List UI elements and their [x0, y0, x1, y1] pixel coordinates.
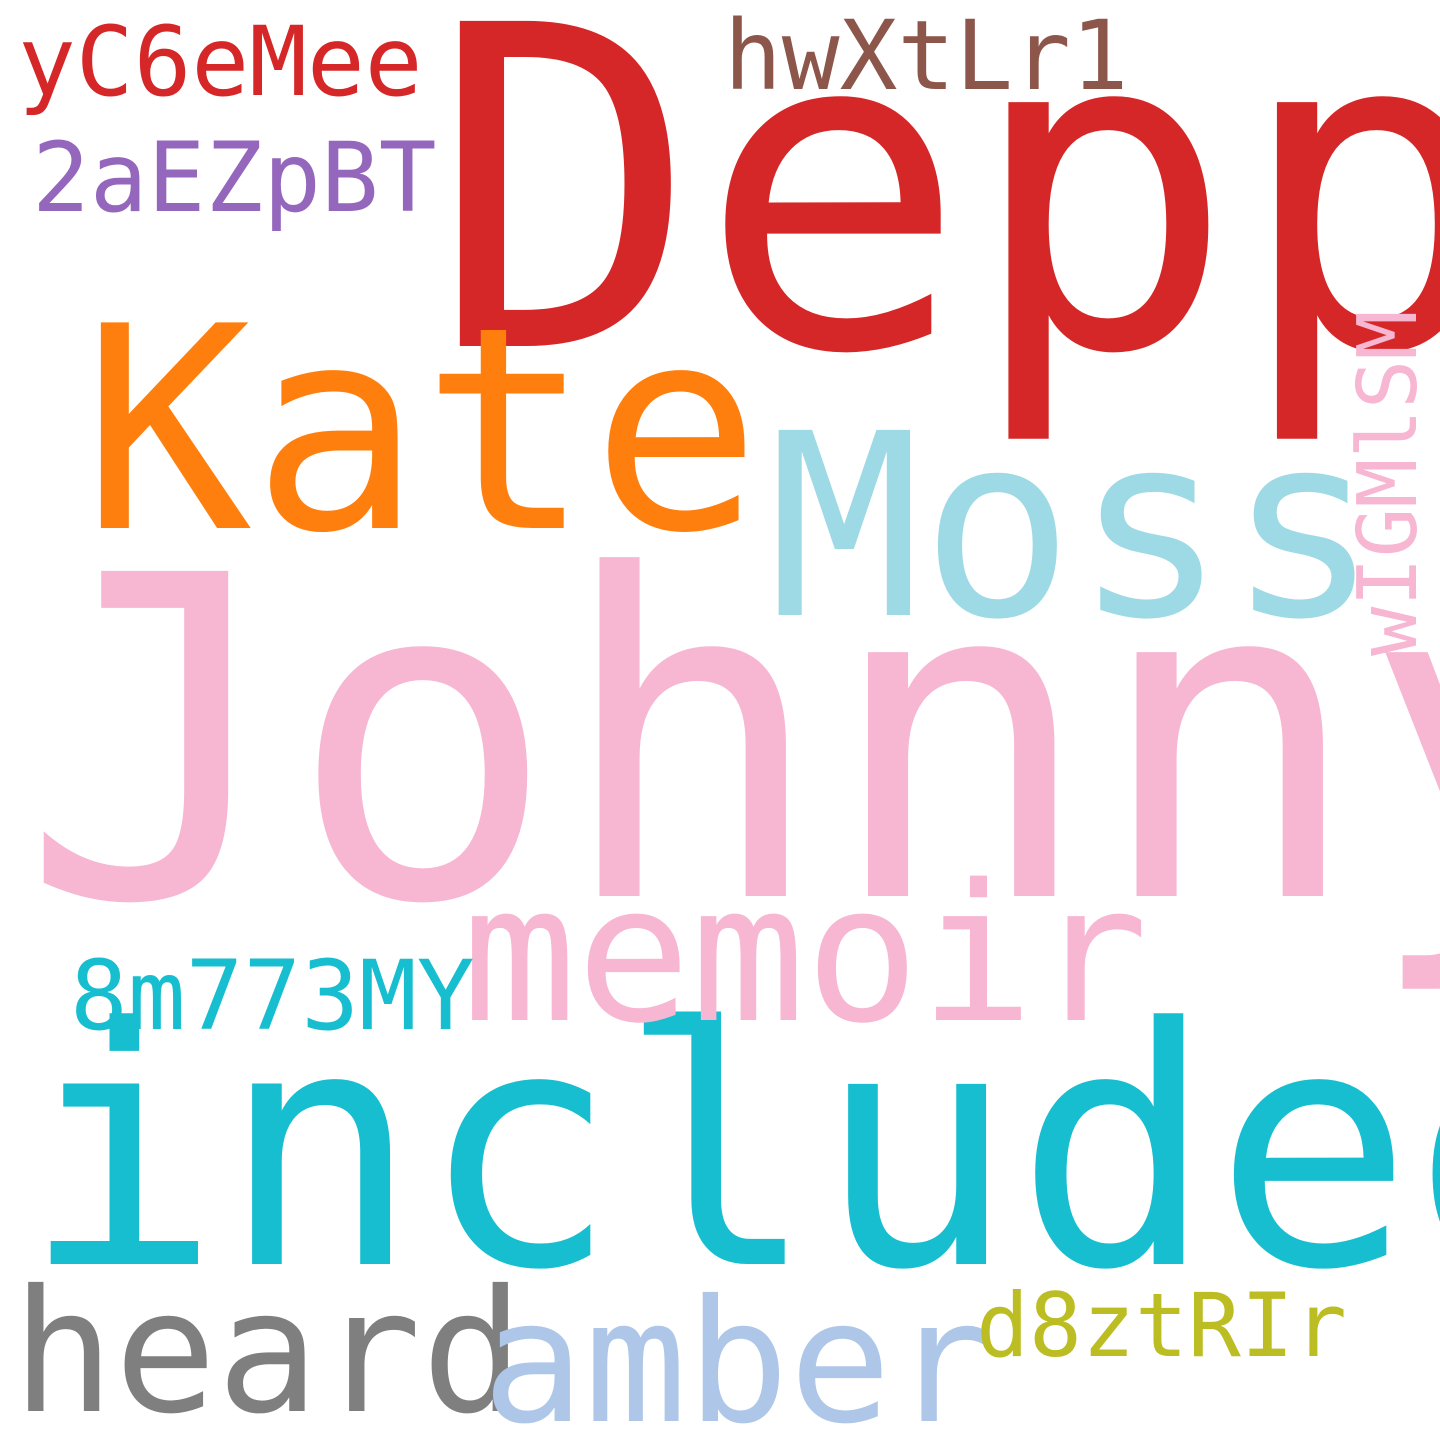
word-d8ztrir: d8ztRIr [976, 1274, 1347, 1377]
word-moss: Moss [768, 379, 1380, 675]
word-hwxtlr1: hwXtLr1 [724, 0, 1129, 112]
word-included: included [22, 958, 1440, 1342]
word-heard: heard [12, 1254, 524, 1440]
word-kate: Kate [82, 266, 762, 595]
word-8m773my: 8m773MY [70, 940, 475, 1052]
word-memoir: memoir [462, 844, 1149, 1065]
word-depp: Depp [430, 0, 1440, 452]
word-johnny: Johnny [20, 483, 1440, 1002]
word-amber: amber [482, 1264, 994, 1440]
word-wigmlsm: wIGMlSM [1341, 310, 1436, 656]
word-2aezpbt: 2aEZpBT [32, 122, 437, 234]
word-yc6emee: yC6eMee [18, 6, 423, 118]
